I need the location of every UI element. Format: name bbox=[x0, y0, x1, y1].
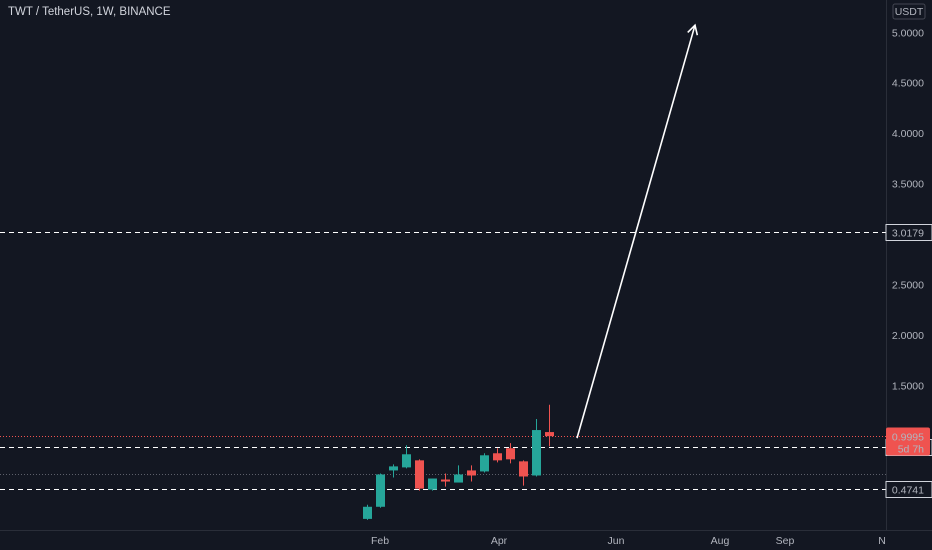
y-tick-label: 4.0000 bbox=[892, 128, 924, 140]
current-price-badge bbox=[886, 427, 930, 456]
candle-body bbox=[480, 455, 489, 472]
y-tick-label: 4.5000 bbox=[892, 78, 924, 90]
candle-body bbox=[545, 432, 554, 437]
y-tick-label: 2.5000 bbox=[892, 280, 924, 292]
projection-arrow[interactable] bbox=[576, 23, 699, 439]
level-price-label: 0.4741 bbox=[892, 485, 924, 497]
candle-body bbox=[415, 460, 424, 489]
currency-label: USDT bbox=[895, 6, 924, 18]
candle-body bbox=[402, 454, 411, 468]
candle-body bbox=[376, 474, 385, 507]
y-tick-label: 2.0000 bbox=[892, 330, 924, 342]
current-price-label: 0.9995 bbox=[892, 432, 924, 444]
level-price-label: 3.0179 bbox=[892, 228, 924, 240]
x-tick-label: Sep bbox=[776, 535, 795, 547]
x-tick-label: N bbox=[878, 535, 886, 547]
symbol-title: TWT / TetherUS, 1W, BINANCE bbox=[8, 6, 171, 18]
candle-body bbox=[454, 474, 463, 483]
x-tick-label: Apr bbox=[491, 535, 508, 547]
candle-body bbox=[363, 506, 372, 519]
y-tick-label: 1.5000 bbox=[892, 381, 924, 393]
candle-body bbox=[441, 479, 450, 482]
countdown-label: 5d 7h bbox=[898, 444, 924, 456]
x-tick-label: Jun bbox=[608, 535, 625, 547]
candle-body bbox=[532, 430, 541, 476]
level-price-box bbox=[885, 224, 932, 241]
y-tick-label: 3.5000 bbox=[892, 179, 924, 191]
level-price-box bbox=[885, 481, 932, 498]
candle-body bbox=[428, 478, 437, 490]
y-tick-label: 5.0000 bbox=[892, 27, 924, 39]
candle-body bbox=[389, 466, 398, 471]
candle-body bbox=[506, 448, 515, 460]
currency-box bbox=[892, 3, 926, 20]
candle-body bbox=[519, 461, 528, 477]
x-tick-label: Aug bbox=[711, 535, 730, 547]
candle-body bbox=[493, 453, 502, 461]
candle-body bbox=[467, 470, 476, 476]
x-tick-label: Feb bbox=[371, 535, 389, 547]
